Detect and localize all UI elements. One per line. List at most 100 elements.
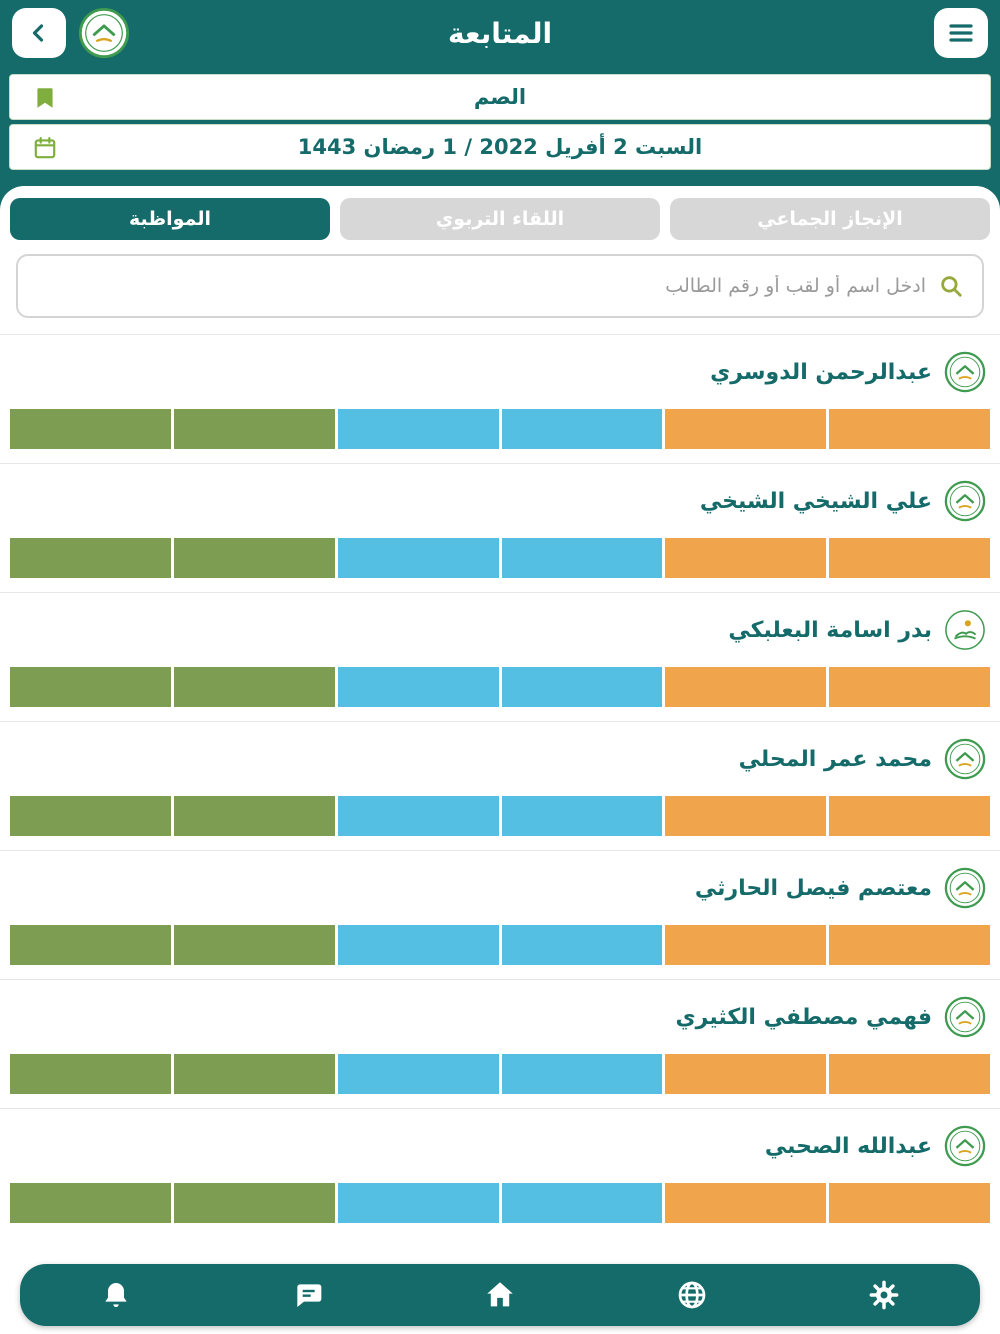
student-row[interactable]: محمد عمر المحلي bbox=[0, 721, 1000, 850]
student-row[interactable]: معتصم فيصل الحارثي bbox=[0, 850, 1000, 979]
search-icon bbox=[938, 273, 964, 299]
progress-segment[interactable] bbox=[501, 1183, 663, 1223]
progress-segment[interactable] bbox=[829, 1183, 990, 1223]
progress-bar bbox=[10, 1183, 990, 1223]
progress-segment[interactable] bbox=[10, 409, 171, 449]
progress-segment[interactable] bbox=[173, 538, 335, 578]
progress-segment[interactable] bbox=[829, 796, 990, 836]
back-button[interactable] bbox=[12, 8, 66, 58]
calendar-icon bbox=[32, 135, 58, 165]
progress-bar bbox=[10, 1054, 990, 1094]
progress-segment[interactable] bbox=[829, 667, 990, 707]
quran-reader-avatar bbox=[944, 609, 986, 651]
class-row[interactable]: الصم bbox=[9, 74, 991, 120]
student-logo-avatar bbox=[944, 480, 986, 522]
student-row[interactable]: فهمي مصطفي الكثيري bbox=[0, 979, 1000, 1108]
progress-segment[interactable] bbox=[501, 667, 663, 707]
progress-segment[interactable] bbox=[337, 667, 499, 707]
progress-segment[interactable] bbox=[337, 796, 499, 836]
progress-segment[interactable] bbox=[337, 925, 499, 965]
progress-segment[interactable] bbox=[829, 409, 990, 449]
progress-segment[interactable] bbox=[10, 1183, 171, 1223]
progress-segment[interactable] bbox=[501, 409, 663, 449]
student-logo-avatar bbox=[944, 351, 986, 393]
progress-segment[interactable] bbox=[501, 538, 663, 578]
student-name: عبدالله الصحبي bbox=[764, 1133, 932, 1159]
student-logo-avatar bbox=[944, 1125, 986, 1167]
progress-segment[interactable] bbox=[10, 667, 171, 707]
progress-segment[interactable] bbox=[337, 1054, 499, 1094]
tab-group-achievement[interactable]: الإنجاز الجماعي bbox=[670, 198, 990, 240]
progress-segment[interactable] bbox=[501, 796, 663, 836]
home-icon bbox=[487, 1282, 513, 1307]
student-head: فهمي مصطفي الكثيري bbox=[0, 996, 1000, 1038]
tab-attendance[interactable]: المواظبة bbox=[10, 198, 330, 240]
progress-segment[interactable] bbox=[665, 409, 827, 449]
home-button[interactable] bbox=[460, 1267, 540, 1323]
globe-button[interactable] bbox=[652, 1267, 732, 1323]
progress-segment[interactable] bbox=[10, 796, 171, 836]
progress-segment[interactable] bbox=[173, 667, 335, 707]
student-name: محمد عمر المحلي bbox=[738, 746, 932, 772]
progress-segment[interactable] bbox=[665, 796, 827, 836]
progress-segment[interactable] bbox=[10, 925, 171, 965]
tab-educational-meeting[interactable]: اللقاء التربوي bbox=[340, 198, 660, 240]
chat-button[interactable] bbox=[268, 1267, 348, 1323]
progress-segment[interactable] bbox=[173, 409, 335, 449]
student-row[interactable]: بدر اسامة البعلبكي bbox=[0, 592, 1000, 721]
settings-gear-icon bbox=[869, 1280, 899, 1310]
globe-icon bbox=[678, 1281, 706, 1309]
menu-button[interactable] bbox=[934, 8, 988, 58]
student-logo-avatar bbox=[944, 867, 986, 909]
bookmark-icon bbox=[32, 85, 58, 115]
page-title: المتابعة bbox=[447, 16, 553, 50]
search-input[interactable] bbox=[36, 275, 926, 297]
progress-segment[interactable] bbox=[665, 1054, 827, 1094]
progress-segment[interactable] bbox=[337, 1183, 499, 1223]
date-row[interactable]: السبت 2 أفريل 2022 / 1 رمضان 1443 bbox=[9, 124, 991, 170]
progress-segment[interactable] bbox=[829, 1054, 990, 1094]
progress-segment[interactable] bbox=[173, 925, 335, 965]
student-name: علي الشيخي الشيخي bbox=[699, 488, 932, 514]
class-name: الصم bbox=[473, 85, 527, 109]
student-name: بدر اسامة البعلبكي bbox=[728, 617, 932, 643]
progress-segment[interactable] bbox=[665, 1183, 827, 1223]
progress-segment[interactable] bbox=[10, 1054, 171, 1094]
student-row[interactable]: علي الشيخي الشيخي bbox=[0, 463, 1000, 592]
progress-segment[interactable] bbox=[173, 796, 335, 836]
chat-icon bbox=[297, 1284, 322, 1307]
student-head: محمد عمر المحلي bbox=[0, 738, 1000, 780]
search-box bbox=[16, 254, 984, 318]
student-row[interactable]: عبدالله الصحبي bbox=[0, 1108, 1000, 1237]
progress-segment[interactable] bbox=[501, 1054, 663, 1094]
progress-bar bbox=[10, 925, 990, 965]
settings-button[interactable] bbox=[844, 1267, 924, 1323]
progress-segment[interactable] bbox=[665, 925, 827, 965]
app-header: المتابعة bbox=[0, 0, 1000, 66]
notifications-button[interactable] bbox=[76, 1267, 156, 1323]
student-name: فهمي مصطفي الكثيري bbox=[675, 1004, 932, 1030]
content-card: الإنجاز الجماعي اللقاء التربوي المواظبة … bbox=[0, 186, 1000, 1237]
student-logo-avatar bbox=[944, 996, 986, 1038]
student-head: عبدالله الصحبي bbox=[0, 1125, 1000, 1167]
progress-segment[interactable] bbox=[665, 538, 827, 578]
progress-segment[interactable] bbox=[501, 925, 663, 965]
progress-segment[interactable] bbox=[829, 538, 990, 578]
progress-segment[interactable] bbox=[337, 538, 499, 578]
student-head: بدر اسامة البعلبكي bbox=[0, 609, 1000, 651]
progress-bar bbox=[10, 667, 990, 707]
progress-segment[interactable] bbox=[173, 1054, 335, 1094]
progress-bar bbox=[10, 409, 990, 449]
student-name: عبدالرحمن الدوسري bbox=[710, 359, 932, 385]
student-row[interactable]: عبدالرحمن الدوسري bbox=[0, 334, 1000, 463]
school-logo-icon bbox=[78, 7, 130, 59]
progress-segment[interactable] bbox=[337, 409, 499, 449]
progress-segment[interactable] bbox=[665, 667, 827, 707]
notifications-bell-icon bbox=[105, 1283, 127, 1307]
progress-segment[interactable] bbox=[829, 925, 990, 965]
tab-bar: الإنجاز الجماعي اللقاء التربوي المواظبة bbox=[10, 198, 990, 240]
progress-segment[interactable] bbox=[10, 538, 171, 578]
progress-bar bbox=[10, 796, 990, 836]
progress-segment[interactable] bbox=[173, 1183, 335, 1223]
